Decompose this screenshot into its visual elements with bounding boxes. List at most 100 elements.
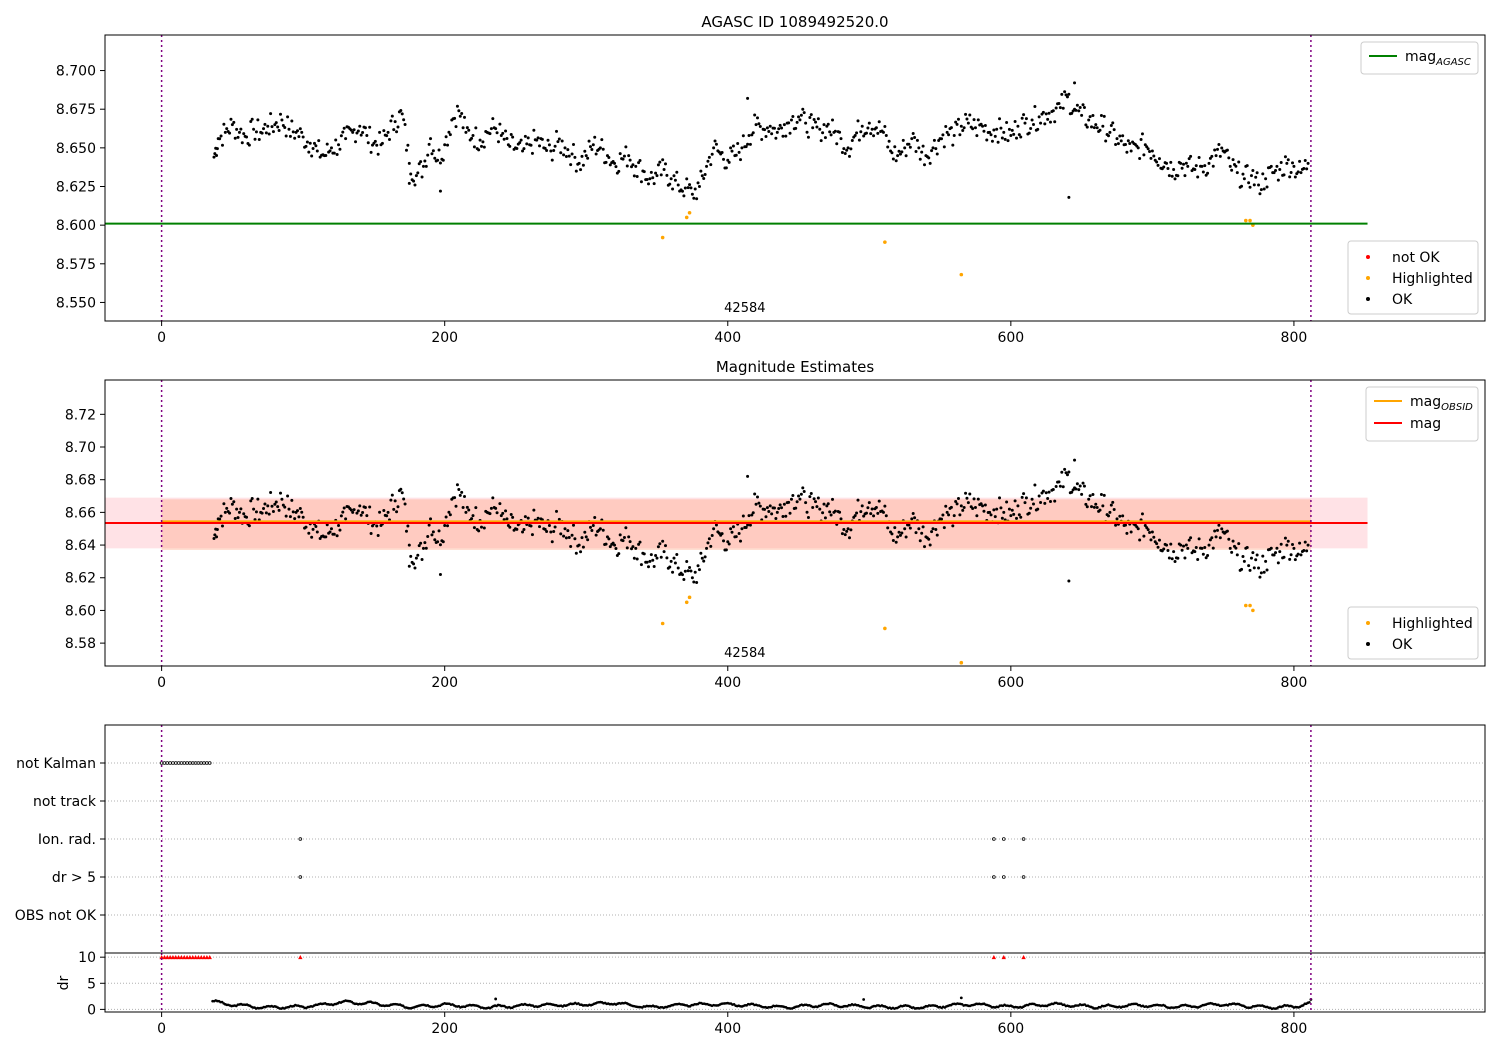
ok-point [639, 180, 643, 184]
ok-point [1098, 128, 1102, 132]
ok-point [390, 114, 394, 118]
ok-point [689, 569, 693, 573]
ok-point [1108, 510, 1112, 514]
ok-point [692, 580, 696, 584]
flag-row-label: not Kalman [16, 756, 96, 772]
ok-point [992, 128, 996, 132]
ok-point [649, 170, 653, 174]
y-tick-label: 8.58 [65, 636, 96, 652]
ok-point [291, 130, 295, 134]
ok-point [1085, 505, 1089, 509]
ok-point [1073, 458, 1077, 462]
legend-label: mag [1410, 416, 1441, 432]
ok-point [361, 131, 365, 135]
ok-point [1157, 157, 1161, 161]
ok-point [826, 502, 830, 506]
ok-point [288, 515, 292, 519]
ok-point [930, 149, 934, 153]
ok-point [446, 143, 450, 147]
ok-point [274, 121, 278, 125]
ok-point [511, 135, 515, 139]
ok-point [339, 134, 343, 138]
ok-point [1073, 81, 1077, 85]
ok-point [839, 517, 843, 521]
ok-point [1080, 492, 1084, 496]
ok-point [1023, 121, 1027, 125]
ok-point [1112, 507, 1116, 511]
ok-point [876, 131, 880, 135]
ok-point [549, 530, 553, 534]
ok-point [1170, 174, 1174, 178]
flag-row-label: OBS not OK [15, 908, 97, 924]
ok-point [335, 534, 339, 538]
ok-point [1282, 173, 1286, 177]
ok-point [291, 510, 295, 514]
ok-point [1015, 516, 1019, 520]
ok-point [973, 126, 977, 130]
ok-point [1186, 546, 1190, 550]
ok-point [914, 531, 918, 535]
ok-point [1041, 110, 1045, 114]
ok-point [833, 129, 837, 133]
ok-point [964, 491, 968, 495]
ok-point [1024, 117, 1028, 121]
ok-point [426, 534, 430, 538]
ok-point [382, 129, 386, 133]
ok-point [877, 120, 881, 124]
ok-point [826, 122, 830, 126]
ok-point [1170, 557, 1174, 561]
ok-point [552, 529, 556, 533]
ok-point [846, 146, 850, 150]
ok-point [465, 126, 469, 130]
ok-point [996, 140, 1000, 144]
ok-point [927, 156, 931, 160]
ok-point [594, 152, 598, 156]
ok-point [1215, 147, 1219, 151]
ok-point [267, 132, 271, 136]
ok-point [245, 515, 249, 519]
ok-point [941, 513, 945, 517]
dr-capped-marker [201, 954, 207, 960]
ok-point [842, 527, 846, 531]
ok-point [1091, 492, 1095, 496]
ok-point [1136, 146, 1140, 150]
ok-point [1022, 492, 1026, 496]
dr-capped-marker [167, 954, 173, 960]
ok-point [1157, 538, 1161, 542]
ok-point [567, 535, 571, 539]
ok-point [823, 516, 827, 520]
ok-point [1293, 175, 1297, 179]
ok-point [690, 192, 694, 196]
ok-point [315, 530, 319, 534]
ok-point [884, 134, 888, 138]
ok-point [1140, 132, 1144, 136]
ok-point [266, 124, 270, 128]
ok-point [368, 125, 372, 129]
ok-point [1101, 504, 1105, 508]
ok-point [489, 127, 493, 131]
ok-point [1275, 546, 1279, 550]
ok-point [1104, 139, 1108, 143]
ok-point [968, 113, 972, 117]
ok-point [923, 163, 927, 167]
ok-point [1162, 165, 1166, 169]
ok-point [1269, 546, 1273, 550]
ok-point [1039, 501, 1043, 505]
ok-point [914, 150, 918, 154]
highlighted-point [1244, 218, 1248, 223]
ok-point [586, 156, 590, 160]
ok-point [1010, 128, 1014, 132]
ok-point [726, 540, 730, 544]
ok-point [1152, 154, 1156, 158]
ok-point [215, 528, 219, 532]
ok-point [399, 487, 403, 491]
ok-point [1214, 535, 1218, 539]
flag-point [1021, 875, 1026, 879]
ok-point [441, 540, 445, 544]
ok-point [673, 561, 677, 565]
ok-point [277, 508, 281, 512]
ok-point [808, 495, 812, 499]
ok-point [368, 505, 372, 509]
ok-point [859, 130, 863, 134]
ok-point [795, 500, 799, 504]
